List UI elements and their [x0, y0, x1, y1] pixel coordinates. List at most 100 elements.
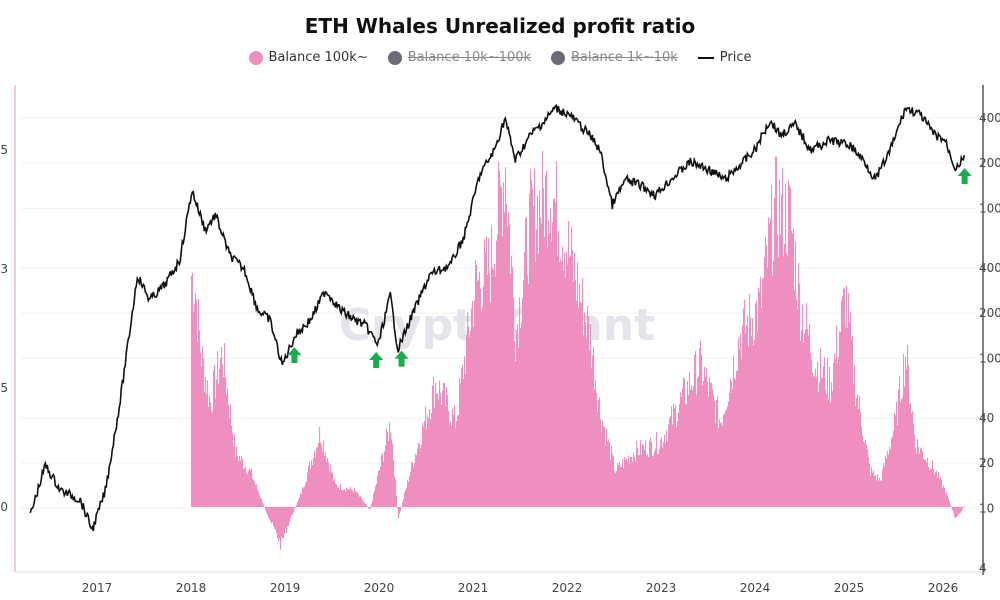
- profit-ratio-bar: [209, 395, 211, 507]
- profit-ratio-bar: [557, 255, 559, 507]
- profit-ratio-bar: [345, 491, 347, 507]
- profit-ratio-bar: [687, 381, 689, 507]
- profit-ratio-bar: [623, 467, 625, 507]
- profit-ratio-bar: [911, 413, 913, 507]
- profit-ratio-bar: [273, 507, 275, 527]
- profit-ratio-bar: [931, 468, 933, 507]
- profit-ratio-bar: [197, 341, 199, 507]
- profit-ratio-bar: [438, 399, 440, 507]
- right-axis-tick: 4000: [979, 111, 1000, 125]
- profit-ratio-bar: [206, 394, 208, 507]
- profit-ratio-bar: [954, 507, 956, 518]
- profit-ratio-bar: [499, 171, 501, 507]
- legend-item-balance-10k-100k[interactable]: Balance 10k~100k: [387, 50, 531, 65]
- profit-ratio-bar: [779, 180, 781, 507]
- arrow-up-icon: [957, 168, 972, 185]
- profit-ratio-bar: [816, 376, 818, 507]
- right-axis-tick: 40: [979, 411, 994, 425]
- profit-ratio-bar: [529, 193, 531, 508]
- legend-item-balance-1k-10k[interactable]: Balance 1k~10k: [551, 50, 678, 65]
- profit-ratio-bar: [740, 333, 742, 507]
- profit-ratio-bar: [338, 487, 340, 507]
- profit-ratio-bar: [513, 297, 515, 507]
- profit-ratio-bar: [840, 331, 842, 507]
- profit-ratio-bar: [369, 507, 371, 510]
- profit-ratio-bar: [933, 469, 935, 507]
- profit-ratio-bar: [262, 502, 264, 507]
- profit-ratio-bar: [205, 376, 207, 507]
- profit-ratio-bar: [598, 400, 600, 507]
- profit-ratio-bar: [517, 324, 519, 507]
- profit-ratio-bar: [747, 315, 749, 507]
- profit-ratio-bar: [697, 378, 699, 507]
- profit-ratio-bar: [848, 292, 850, 507]
- profit-ratio-bar: [342, 490, 344, 507]
- legend-item-price[interactable]: Price: [697, 50, 752, 65]
- profit-ratio-bar: [319, 426, 321, 507]
- profit-ratio-bar: [429, 409, 431, 507]
- profit-ratio-bar: [199, 330, 201, 507]
- profit-ratio-bar: [704, 366, 706, 507]
- profit-ratio-bar: [854, 365, 856, 507]
- profit-ratio-bar: [657, 454, 659, 507]
- profit-ratio-bar: [682, 387, 684, 507]
- profit-ratio-bar: [601, 432, 603, 507]
- profit-ratio-bar: [218, 384, 220, 507]
- profit-ratio-bar: [375, 485, 377, 507]
- profit-ratio-bar: [361, 497, 363, 507]
- profit-ratio-bar: [846, 285, 848, 507]
- profit-ratio-bar: [232, 432, 234, 507]
- profit-ratio-bar: [607, 441, 609, 507]
- profit-ratio-bar: [231, 425, 233, 507]
- profit-ratio-bar: [241, 456, 243, 507]
- arrow-up-icon: [394, 350, 409, 367]
- profit-ratio-bar: [901, 398, 903, 507]
- profit-ratio-bar: [810, 352, 812, 507]
- legend-item-balance-100k[interactable]: Balance 100k~: [248, 50, 368, 65]
- profit-ratio-bar: [719, 419, 721, 507]
- profit-ratio-bar: [690, 389, 692, 507]
- profit-ratio-bar: [835, 359, 837, 507]
- profit-ratio-bar: [588, 315, 590, 507]
- profit-ratio-bar: [684, 378, 686, 507]
- profit-ratio-bar: [908, 365, 910, 507]
- x-axis-tick: 2019: [270, 581, 301, 595]
- legend-label: Price: [719, 50, 752, 65]
- profit-ratio-bar: [530, 169, 532, 507]
- profit-ratio-bar: [829, 367, 831, 507]
- profit-ratio-bar: [702, 385, 704, 507]
- profit-ratio-bar: [887, 451, 889, 507]
- profit-ratio-bar: [882, 469, 884, 507]
- profit-ratio-bar: [597, 411, 599, 507]
- right-axis-tick: 20: [979, 456, 994, 470]
- profit-ratio-bar: [234, 434, 236, 507]
- profit-ratio-bar: [713, 394, 715, 507]
- profit-ratio-bar: [489, 273, 491, 507]
- profit-ratio-bar: [279, 507, 281, 539]
- profit-ratio-bar: [888, 454, 890, 507]
- profit-ratio-bar: [590, 323, 592, 507]
- profit-ratio-bar: [859, 395, 861, 507]
- profit-ratio-bar: [609, 442, 611, 507]
- profit-ratio-bar: [550, 208, 552, 508]
- profit-ratio-bar: [357, 491, 359, 507]
- profit-ratio-bar: [885, 455, 887, 507]
- profit-ratio-bar: [602, 420, 604, 507]
- profit-ratio-bar: [755, 303, 757, 507]
- profit-ratio-bar: [915, 447, 917, 507]
- profit-ratio-bar: [488, 238, 490, 508]
- profit-ratio-bar: [776, 156, 778, 508]
- profit-ratio-bar: [395, 479, 397, 507]
- profit-ratio-bar: [692, 390, 694, 507]
- profit-ratio-bar: [578, 307, 580, 507]
- profit-ratio-bar: [286, 507, 288, 534]
- profit-ratio-bar: [699, 348, 701, 507]
- profit-ratio-bar: [896, 401, 898, 507]
- profit-ratio-bar: [370, 507, 372, 509]
- profit-ratio-bar: [646, 455, 648, 507]
- profit-ratio-bar: [670, 416, 672, 507]
- profit-ratio-bar: [751, 335, 753, 507]
- profit-ratio-bar: [599, 397, 601, 507]
- profit-ratio-bar: [257, 489, 259, 507]
- legend-swatch: [248, 50, 263, 65]
